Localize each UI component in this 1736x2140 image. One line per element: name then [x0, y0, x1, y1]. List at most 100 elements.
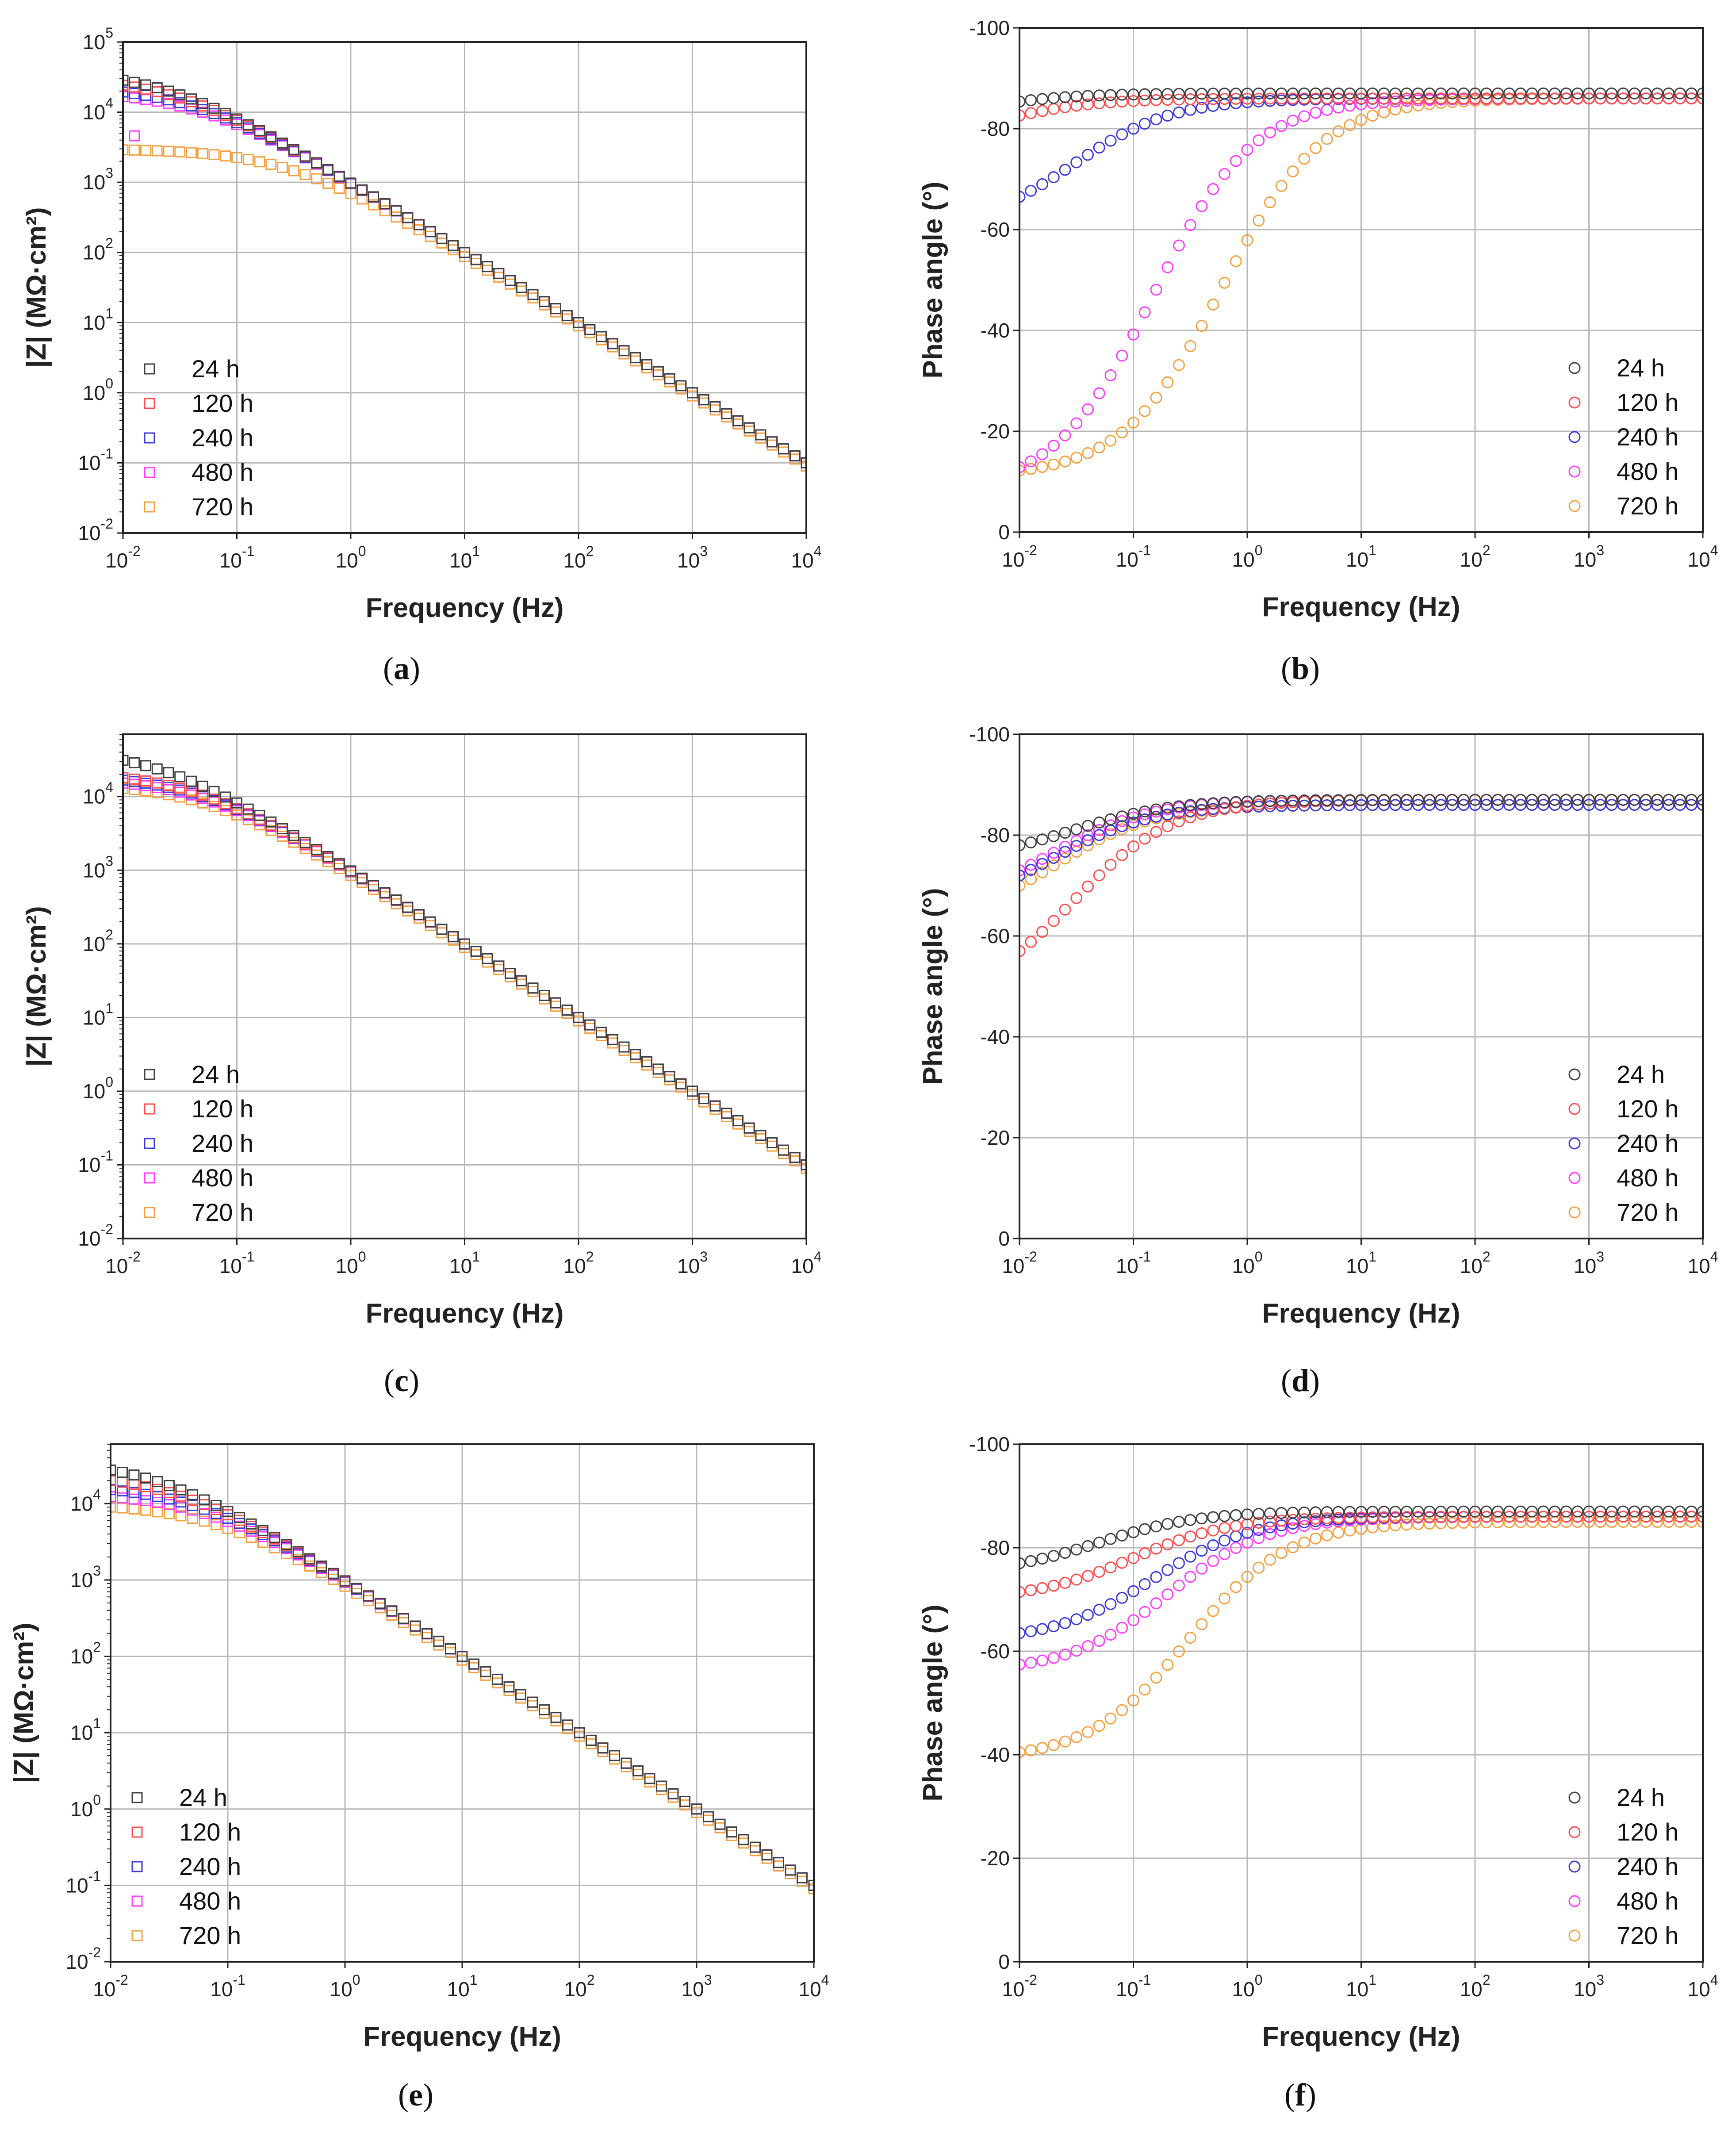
data-point: [1059, 1576, 1071, 1589]
data-point: [1127, 1614, 1139, 1626]
data-point: [1287, 92, 1299, 105]
legend: 24 h 120 h 240 h 480 h 720 h: [1568, 354, 1679, 520]
data-point: [586, 1734, 597, 1746]
data-point: [140, 79, 151, 91]
data-point: [1287, 1522, 1299, 1534]
data-point: [1514, 87, 1527, 100]
data-point: [1036, 866, 1048, 878]
data-point: [1253, 1524, 1265, 1536]
data-point: [470, 254, 482, 265]
data-point: [1310, 142, 1322, 154]
data-point: [1253, 798, 1265, 811]
data-point: [1019, 879, 1026, 892]
data-point: [1640, 92, 1652, 105]
data-point: [1253, 134, 1265, 146]
data-point: [1697, 1505, 1703, 1518]
data-point: [1138, 405, 1151, 417]
data-point: [584, 1019, 596, 1031]
data-point: [1241, 1508, 1253, 1521]
data-point: [1196, 88, 1208, 100]
data-point: [1355, 1506, 1367, 1518]
data-point: [738, 1834, 749, 1845]
data-point: [1230, 97, 1242, 109]
data-markers: [123, 74, 806, 472]
data-point: [516, 975, 527, 986]
data-point: [175, 1496, 187, 1508]
data-point: [1116, 820, 1128, 832]
data-point: [402, 212, 414, 223]
data-point: [1423, 1511, 1436, 1523]
data-point: [1093, 824, 1105, 836]
legend-marker: [131, 1792, 143, 1803]
data-point: [1651, 1505, 1663, 1518]
data-point: [414, 909, 425, 920]
data-point: [1253, 1507, 1265, 1520]
data-point: [1093, 1566, 1105, 1578]
panel-caption: (b): [1281, 651, 1320, 686]
x-tick-label: 101: [449, 543, 480, 572]
data-point: [1571, 1505, 1584, 1518]
data-point: [515, 1689, 526, 1700]
data-point: [1230, 155, 1242, 167]
data-point: [254, 810, 265, 821]
data-point: [1332, 92, 1345, 105]
data-point: [1241, 1526, 1253, 1539]
data-point: [1241, 144, 1253, 156]
data-point: [1663, 1511, 1675, 1523]
data-point: [1036, 1623, 1048, 1635]
data-point: [1571, 799, 1584, 811]
data-point: [187, 1489, 198, 1500]
data-point: [123, 144, 129, 156]
data-point: [743, 1122, 755, 1134]
legend-marker: [1568, 431, 1581, 443]
data-point: [1138, 805, 1151, 818]
data-point: [1196, 101, 1208, 114]
data-point: [1594, 1511, 1606, 1523]
x-tick-label: 10-2: [1002, 542, 1037, 571]
data-point: [111, 1484, 116, 1496]
chart-panel-b: 10-2 10-1 100 101 102 103 104 0 -20 -40 -60 -80 -100…: [918, 16, 1718, 686]
data-point: [1389, 95, 1402, 107]
data-point: [1207, 1511, 1219, 1523]
data-point: [174, 771, 186, 782]
data-point: [1594, 87, 1606, 100]
data-point: [299, 150, 311, 162]
y-axis-title: Phase angle (°): [918, 1604, 948, 1801]
data-point: [630, 352, 641, 364]
data-point: [1366, 92, 1379, 105]
data-point: [773, 1857, 784, 1868]
data-point: [1332, 125, 1345, 138]
data-point: [1697, 799, 1703, 811]
data-point: [1560, 1511, 1572, 1523]
chart-panel-d: 10-2 10-1 100 101 102 103 104 0 -20 -40 -60 -80 -100…: [918, 723, 1718, 1398]
data-point: [128, 1469, 140, 1481]
data-point: [1184, 93, 1196, 106]
data-point: [1640, 87, 1652, 100]
data-point: [1332, 1512, 1345, 1524]
data-point: [211, 1500, 222, 1511]
y-axis-title: |Z| (MΩ·cm²): [9, 1622, 40, 1783]
data-point: [1104, 819, 1117, 832]
data-point: [1378, 1506, 1390, 1518]
legend-label: 24 h: [1617, 1783, 1665, 1811]
data-point: [1435, 794, 1447, 806]
data-point: [1287, 1541, 1299, 1553]
data-point: [242, 119, 254, 130]
data-point: [186, 147, 197, 158]
data-point: [778, 443, 789, 455]
data-point: [356, 184, 368, 196]
data-markers: [123, 755, 806, 1174]
y-tick-label: 103: [70, 1563, 101, 1592]
data-point: [1047, 439, 1060, 452]
data-point: [351, 1583, 362, 1594]
y-tick-label: -60: [981, 924, 1010, 947]
data-point: [1697, 794, 1703, 806]
legend-marker: [1568, 1791, 1581, 1804]
data-point: [1241, 87, 1253, 100]
data-point: [328, 1568, 339, 1579]
data-point: [1503, 87, 1515, 100]
y-tick-label: 100: [70, 1792, 101, 1821]
data-point: [1298, 92, 1311, 105]
data-point: [1047, 1549, 1060, 1562]
data-point: [220, 791, 231, 803]
